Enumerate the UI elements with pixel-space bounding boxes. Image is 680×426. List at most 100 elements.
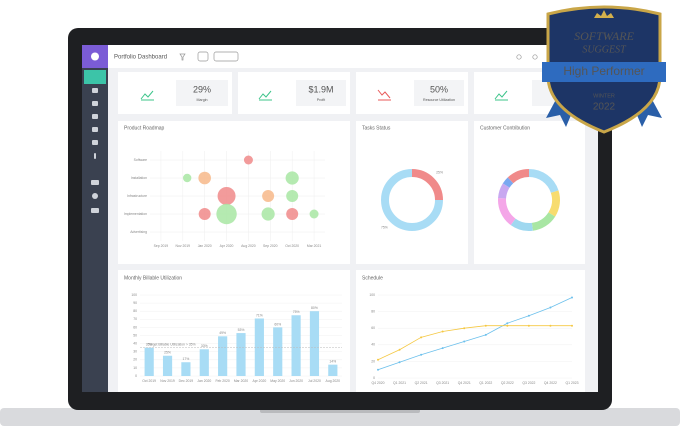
x-tick-label: Q3 2022 — [522, 381, 535, 385]
nav-icon[interactable] — [94, 153, 96, 159]
logo-mark — [91, 52, 99, 61]
x-tick-label: May 2020 — [270, 379, 285, 383]
x-tick-label: Oct 2020 — [285, 244, 299, 248]
bar — [236, 333, 246, 376]
x-tick-label: Q1 2022 — [479, 381, 492, 385]
y-tick-label: 50 — [133, 333, 137, 337]
kpi-value-box — [296, 80, 346, 106]
badge-year: 2022 — [593, 102, 616, 113]
x-tick-label: Nov 2019 — [160, 379, 175, 383]
donut-segment — [381, 169, 443, 231]
y-tick-label: 0 — [135, 374, 137, 378]
x-tick-label: Q4 2022 — [544, 381, 557, 385]
tool-button[interactable] — [213, 51, 239, 62]
line-point — [484, 324, 487, 327]
bar — [291, 315, 301, 376]
bubble — [198, 171, 211, 185]
bubble — [309, 209, 319, 219]
x-tick-label: Q3 2021 — [436, 381, 449, 385]
target-label: Target Billable Utilization > 35% — [148, 343, 196, 347]
settings-icon[interactable] — [532, 54, 538, 60]
charts: Sep 2019 Nov 2019 Jan 2020 Apr 2020 Aug 2020… — [124, 151, 579, 385]
search-icon[interactable] — [516, 54, 522, 60]
nav-icon[interactable] — [92, 127, 98, 132]
x-tick-label: Jan 2020 — [198, 244, 212, 248]
panel — [356, 121, 468, 264]
y-tick-label: 100 — [369, 293, 375, 297]
y-tick-label: 0 — [373, 376, 375, 380]
x-tick-label: Sep 2020 — [263, 244, 278, 248]
nav-icon[interactable] — [92, 140, 98, 145]
x-tick-label: Oct 2019 — [142, 379, 156, 383]
award-badge: SOFTWARE SUGGEST High Performer WINTER 2… — [542, 5, 666, 134]
y-tick-label: 30 — [133, 350, 137, 354]
x-tick-label: Mar 2021 — [307, 244, 321, 248]
header-bar — [108, 45, 598, 68]
y-tick-label: Software — [134, 158, 147, 162]
donut-label: 75% — [381, 225, 388, 229]
line-point — [527, 314, 530, 317]
bar — [328, 364, 338, 376]
line-point — [420, 353, 423, 356]
bar — [218, 336, 228, 376]
panel-title: Monthly Billable Utilization — [124, 275, 182, 281]
nav-icon[interactable] — [91, 208, 99, 213]
x-tick-label: Apr 2020 — [252, 379, 266, 383]
y-tick-label: 20 — [371, 359, 375, 363]
line-point — [398, 361, 401, 364]
line-point — [506, 322, 509, 325]
filter-icon[interactable] — [179, 53, 186, 61]
donut-segment — [411, 169, 443, 201]
x-tick-label: Jun 2020 — [289, 379, 303, 383]
donut-segment — [531, 212, 556, 231]
kpi-label: Margin — [197, 98, 208, 102]
y-tick-label: Installation — [131, 176, 147, 180]
page-title: Portfolio Dashboard — [114, 55, 167, 61]
x-tick-label: Q1 2021 — [393, 381, 406, 385]
line-point — [571, 324, 573, 327]
panel — [474, 121, 585, 264]
bar — [162, 355, 173, 376]
y-tick-label: 10 — [133, 366, 137, 370]
y-tick-label: Implementation — [124, 212, 147, 216]
nav-icons — [91, 88, 99, 213]
bar — [309, 311, 320, 376]
bar-value-label: 17% — [183, 357, 190, 361]
badge-crown — [594, 10, 614, 18]
nav-icon[interactable] — [92, 88, 98, 93]
kpi-icon — [377, 89, 391, 101]
y-tick-label: Infrastructure — [127, 194, 147, 198]
y-tick-label: 40 — [133, 341, 137, 345]
panel-title: Tasks Status — [362, 125, 391, 131]
bubble — [217, 187, 236, 205]
x-tick-label: Jul 2020 — [308, 379, 321, 383]
x-tick-label: Feb 2020 — [215, 379, 229, 383]
y-tick-label: 70 — [133, 317, 137, 321]
line-point — [571, 296, 573, 299]
nav-icon[interactable] — [92, 193, 98, 199]
sidebar — [82, 45, 108, 392]
kpi-icon — [258, 90, 272, 101]
nav-icon[interactable] — [91, 180, 99, 185]
panel-title: Product Roadmap — [124, 125, 165, 131]
bar — [199, 349, 209, 376]
badge-brand: SOFTWARE — [574, 29, 634, 43]
x-tick-label: Aug 2020 — [241, 244, 256, 248]
bubble — [216, 203, 237, 225]
kpi-value-box — [176, 80, 228, 106]
donut-segment — [510, 218, 533, 231]
nav-active[interactable] — [84, 70, 106, 84]
panel-title: Customer Contribution — [480, 125, 530, 131]
bar — [181, 362, 191, 376]
bar-value-label: 14% — [329, 360, 336, 364]
badge-brand: SUGGEST — [582, 44, 627, 55]
nav-icon[interactable] — [92, 101, 98, 106]
nav-icon[interactable] — [92, 114, 98, 119]
line-point — [484, 333, 487, 336]
tool-button[interactable] — [197, 51, 209, 62]
y-tick-label: 90 — [133, 301, 137, 305]
bar-value-label: 49% — [219, 331, 226, 335]
y-tick-label: 80 — [371, 309, 375, 313]
kpi-value-box — [414, 80, 464, 106]
